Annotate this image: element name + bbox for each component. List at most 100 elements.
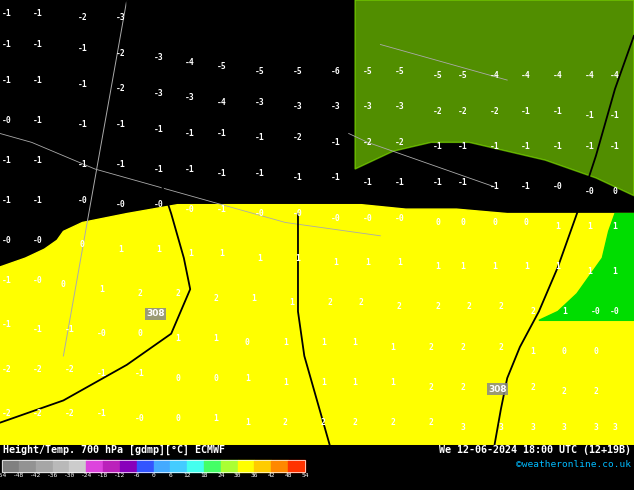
Text: -1: -1 — [33, 9, 43, 18]
Text: -30: -30 — [63, 473, 75, 478]
Text: -18: -18 — [98, 473, 108, 478]
Text: 1: 1 — [460, 263, 465, 271]
Text: 30: 30 — [234, 473, 242, 478]
Text: -2: -2 — [33, 365, 43, 374]
Text: -5: -5 — [293, 67, 303, 75]
Bar — [19, 460, 36, 472]
Text: -1: -1 — [553, 107, 563, 116]
Bar — [221, 460, 238, 472]
Text: 2: 2 — [321, 418, 326, 427]
Text: -2: -2 — [33, 409, 43, 418]
Text: 3: 3 — [562, 422, 567, 432]
Text: -0: -0 — [185, 205, 195, 214]
Text: 0: 0 — [612, 187, 618, 196]
Text: 1: 1 — [524, 263, 529, 271]
Text: 1: 1 — [175, 334, 180, 343]
Text: -5: -5 — [394, 67, 404, 75]
Text: -6: -6 — [331, 67, 341, 75]
Text: -1: -1 — [185, 165, 195, 173]
Text: 0: 0 — [80, 240, 85, 249]
Text: -5: -5 — [255, 67, 265, 75]
Text: 1: 1 — [188, 249, 193, 258]
Text: -2: -2 — [115, 49, 126, 58]
Text: 1: 1 — [555, 222, 560, 231]
Text: 1: 1 — [333, 258, 339, 267]
Bar — [120, 460, 137, 472]
Text: -1: -1 — [585, 142, 595, 151]
Text: -0: -0 — [331, 214, 341, 222]
Text: 1: 1 — [365, 258, 370, 267]
Text: 0: 0 — [460, 218, 465, 227]
Text: -4: -4 — [217, 98, 227, 107]
Text: 2: 2 — [460, 343, 465, 351]
Text: 1: 1 — [530, 347, 535, 356]
Text: -0: -0 — [255, 209, 265, 218]
Text: 3: 3 — [612, 422, 618, 432]
Text: -3: -3 — [115, 13, 126, 23]
Bar — [137, 460, 153, 472]
Text: 1: 1 — [587, 222, 592, 231]
Text: 1: 1 — [321, 338, 326, 347]
Text: -4: -4 — [610, 71, 620, 80]
Text: -1: -1 — [1, 320, 11, 329]
Text: -2: -2 — [489, 107, 500, 116]
Text: 1: 1 — [353, 338, 358, 347]
Text: 0: 0 — [61, 280, 66, 289]
Text: -0: -0 — [96, 329, 107, 338]
Text: 2: 2 — [327, 298, 332, 307]
Text: -0: -0 — [293, 209, 303, 218]
Text: -2: -2 — [458, 107, 468, 116]
Text: 42: 42 — [268, 473, 275, 478]
Text: 54: 54 — [301, 473, 309, 478]
Bar — [187, 460, 204, 472]
Bar — [36, 460, 53, 472]
Text: 2: 2 — [467, 302, 472, 312]
Bar — [254, 460, 271, 472]
Text: -1: -1 — [96, 409, 107, 418]
Text: -5: -5 — [217, 62, 227, 71]
Text: -1: -1 — [458, 142, 468, 151]
Text: 308: 308 — [488, 385, 507, 394]
Text: 1: 1 — [612, 267, 618, 276]
Text: -0: -0 — [1, 236, 11, 245]
Text: -3: -3 — [293, 102, 303, 111]
Text: -1: -1 — [363, 178, 373, 187]
Text: 2: 2 — [353, 418, 358, 427]
Text: 3: 3 — [530, 422, 535, 432]
Text: -1: -1 — [331, 138, 341, 147]
Text: 2: 2 — [498, 302, 503, 312]
Text: -5: -5 — [432, 71, 443, 80]
Text: -1: -1 — [331, 173, 341, 182]
Text: -54: -54 — [0, 473, 8, 478]
Text: 1: 1 — [156, 245, 161, 254]
Text: -1: -1 — [153, 165, 164, 173]
Text: -1: -1 — [255, 133, 265, 143]
Text: 1: 1 — [321, 378, 326, 387]
Text: -0: -0 — [591, 307, 601, 316]
Text: -1: -1 — [521, 107, 531, 116]
Bar — [86, 460, 103, 472]
Text: 1: 1 — [562, 307, 567, 316]
Polygon shape — [539, 214, 634, 320]
Text: 2: 2 — [530, 383, 535, 392]
Text: -3: -3 — [363, 102, 373, 111]
Text: -4: -4 — [585, 71, 595, 80]
Bar — [171, 460, 187, 472]
Text: -0: -0 — [33, 236, 43, 245]
Text: 2: 2 — [429, 418, 434, 427]
Text: -2: -2 — [65, 365, 75, 374]
Text: -4: -4 — [521, 71, 531, 80]
Text: -1: -1 — [610, 142, 620, 151]
Text: -1: -1 — [489, 142, 500, 151]
Text: -2: -2 — [394, 138, 404, 147]
Text: -36: -36 — [47, 473, 58, 478]
Text: 0: 0 — [137, 329, 142, 338]
Text: 2: 2 — [429, 383, 434, 392]
Text: -2: -2 — [65, 409, 75, 418]
Text: 2: 2 — [137, 289, 142, 298]
Text: -3: -3 — [331, 102, 341, 111]
Text: 1: 1 — [289, 298, 294, 307]
Text: -1: -1 — [33, 325, 43, 334]
Text: 2: 2 — [359, 298, 364, 307]
Text: -1: -1 — [217, 169, 227, 178]
